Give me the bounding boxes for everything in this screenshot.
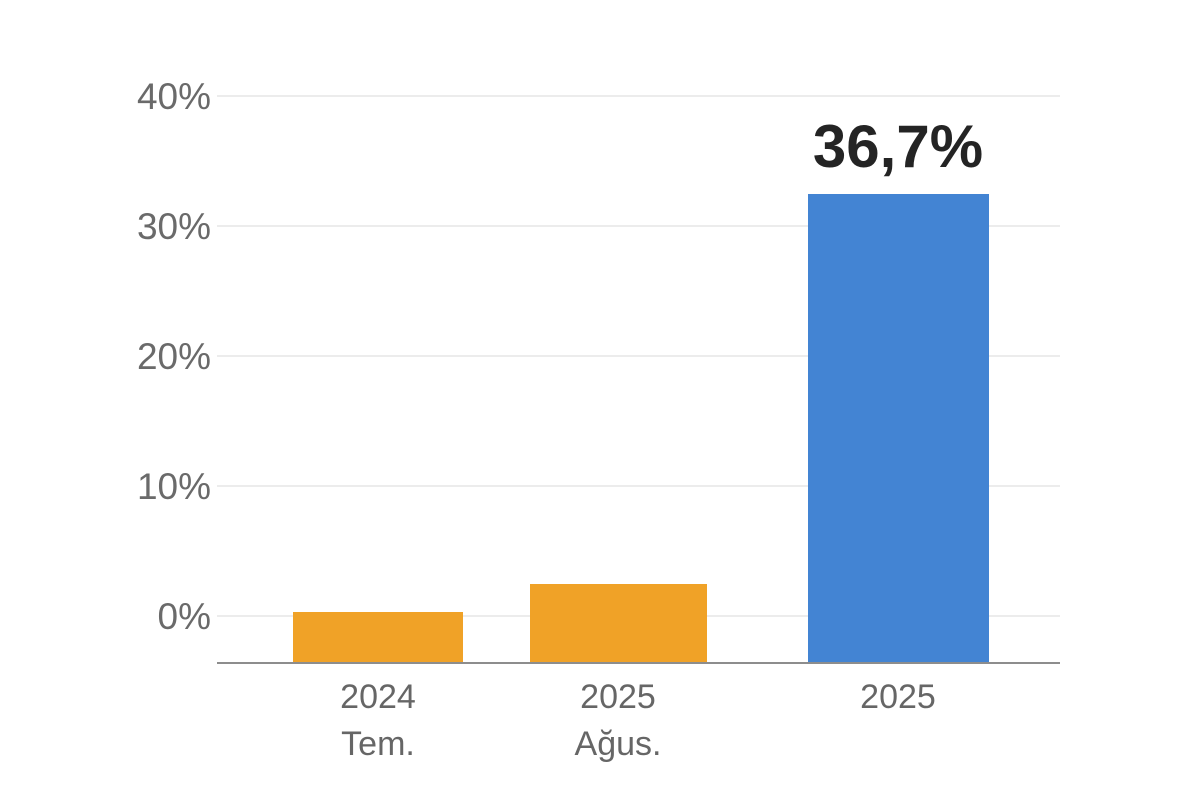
bar-2025-agus (530, 584, 707, 663)
gridline-20pct (217, 355, 1060, 357)
gridline-40pct (217, 95, 1060, 97)
y-tick-label-10: 10% (136, 466, 211, 507)
y-tick-label-30: 30% (136, 206, 211, 247)
gridline-30pct (217, 225, 1060, 227)
bar-2024-tem (293, 612, 463, 663)
gridline-10pct (217, 485, 1060, 487)
bar-2025 (808, 194, 989, 663)
x-tick-year: 2025 (580, 678, 656, 716)
data-label-36-7pct: 36,7% (812, 113, 984, 180)
x-tick-month: Tem. (341, 725, 415, 763)
x-tick-label-2024-tem: 2024 Tem. (238, 674, 518, 768)
y-tick-label-0: 0% (157, 596, 211, 637)
x-tick-label-2025-agus: 2025 Ağus. (478, 674, 758, 768)
x-tick-month: Ağus. (574, 725, 662, 763)
y-tick-label-40: 40% (136, 76, 211, 117)
x-tick-year: 2024 (340, 678, 416, 716)
x-tick-year: 2025 (860, 678, 936, 716)
x-tick-label-2025: 2025 (758, 674, 1038, 721)
y-tick-label-20: 20% (136, 336, 211, 377)
x-axis-line (217, 662, 1060, 664)
